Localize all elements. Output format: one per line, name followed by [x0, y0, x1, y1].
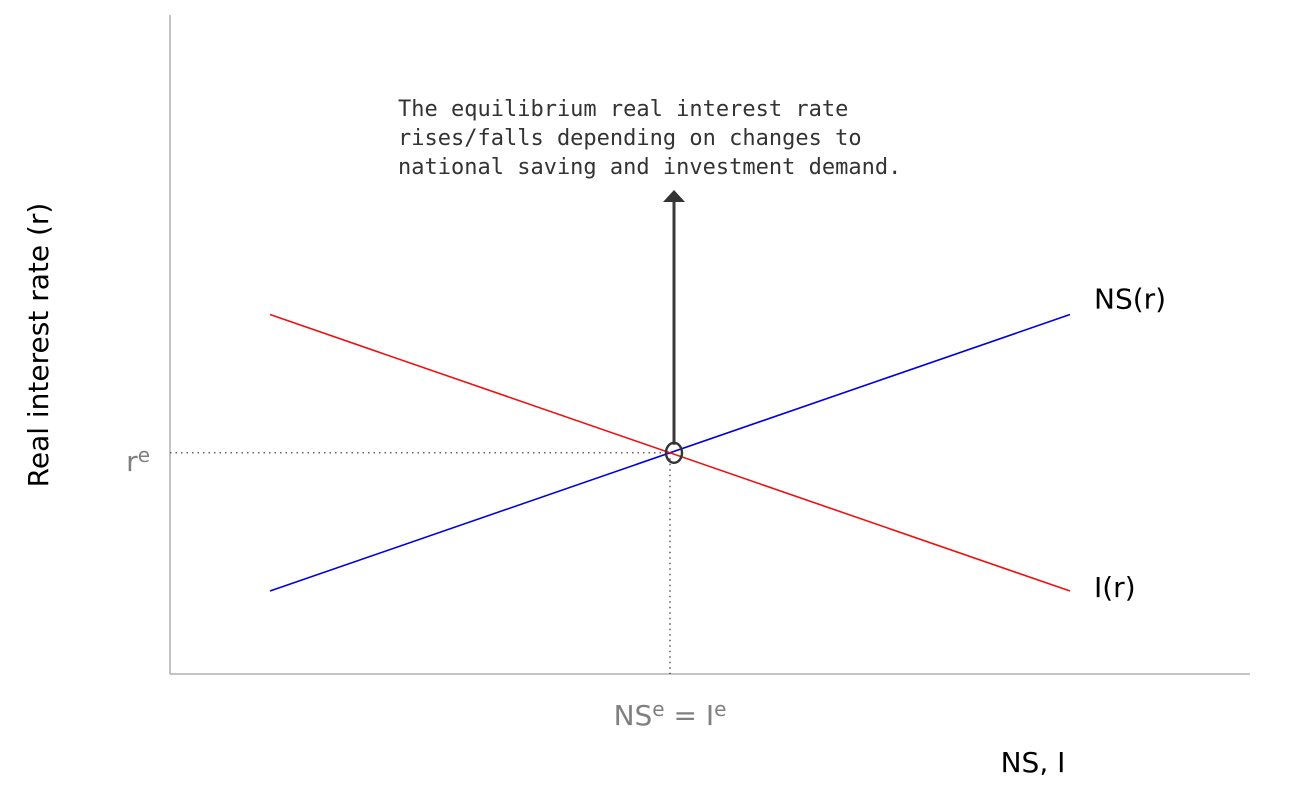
- tick-part-ns: NS: [614, 699, 653, 732]
- annotation-line: The equilibrium real interest rate: [398, 97, 848, 122]
- tick-part-eq-i: = I: [665, 699, 715, 732]
- arrow-head-icon: [663, 190, 685, 202]
- x-axis-label: NS, I: [1001, 746, 1066, 779]
- equilibrium-point-marker: [664, 441, 684, 464]
- equilibrium-quantity-tick-label: NSe = Ie: [614, 697, 727, 732]
- y-axis-label: Real interest rate (r): [22, 203, 55, 488]
- annotation-line: national saving and investment demand.: [398, 155, 901, 180]
- investment-curve: [269, 313, 1071, 592]
- annotation-line: rises/falls depending on changes to: [398, 126, 862, 151]
- equilibrium-rate-tick-label: re: [126, 443, 150, 478]
- national-saving-curve-label: NS(r): [1094, 283, 1166, 316]
- investment-curve-label: I(r): [1094, 571, 1136, 604]
- annotation-text: The equilibrium real interest rate rises…: [0, 0, 941, 180]
- tick-superscript: e: [138, 443, 150, 467]
- tick-base: r: [126, 445, 138, 478]
- tick-part-sup-1: e: [652, 697, 664, 721]
- tick-part-sup-2: e: [714, 697, 726, 721]
